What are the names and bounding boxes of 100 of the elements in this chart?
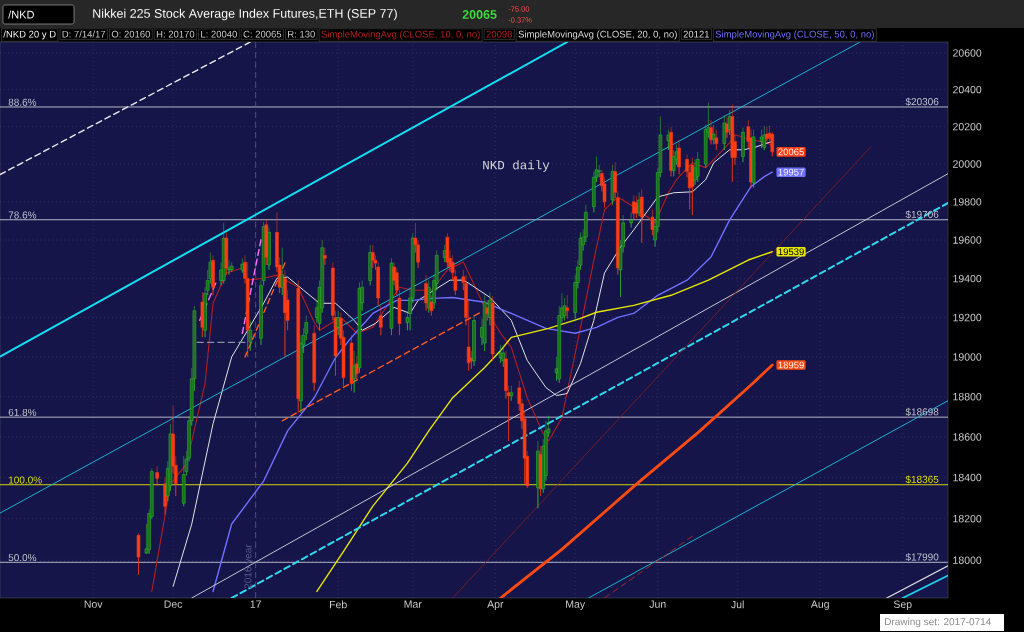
x-tick-label: Jun [649,600,666,608]
candlestick [336,310,340,336]
text: 20098 [486,30,512,38]
candlestick [637,192,641,217]
text: R: 130 [288,30,315,38]
x-tick-label: Sep [893,600,912,611]
chart-title: Nikkei 225 Stock Average Index Futures,ETH (SEP 77) [93,8,397,21]
annotation: 50.0% [8,554,37,562]
x-tick-label: May [566,600,586,610]
annotation: 78.6% [8,211,37,219]
annotation: 88.6% [8,98,37,106]
data-label: 18959 [778,361,804,369]
candlestick [323,247,327,266]
candlestick [741,127,745,163]
candlestick [538,445,543,497]
text: SimpleMovingAvg (CLOSE, 50, 0, no) [715,30,874,40]
x-tick-label: Aug [810,600,829,610]
y-tick-label: 19000 [953,353,982,361]
candlestick [709,119,713,145]
y-tick-label: 19600 [953,236,982,244]
candlestick [677,139,681,175]
candlestick [666,129,671,151]
text: H: 20170 [156,30,195,38]
y-tick-label: 19800 [953,198,982,206]
candlestick [283,269,287,358]
text: C: 20065 [243,30,282,38]
candlestick [629,212,633,228]
y-tick-label: 18000 [953,556,982,564]
candlestick [485,299,490,321]
chart-subtitle: /NKD 20 y D [3,30,56,40]
y-tick-label: 20200 [953,122,982,131]
candlestick [296,280,300,414]
x-tick-label: Nov [84,600,103,608]
candlestick [501,344,506,368]
data-label: 19957 [778,168,804,176]
candlestick [445,233,450,269]
candlestick [429,294,434,316]
candlestick [264,219,269,266]
candlestick [498,344,503,364]
y-tick-label: 20000 [953,160,982,168]
y-tick-label: 19200 [953,313,982,322]
x-tick-label: Mar [404,600,422,608]
ref-line-label: $19706 [905,210,939,219]
text: SimpleMovingAvg (CLOSE, 10, 0, no) [321,30,480,40]
candlestick [352,350,356,393]
candlestick [182,455,186,507]
candlestick [714,129,719,151]
data-label: 19539 [778,248,804,256]
ref-line-label: $18365 [905,475,939,484]
x-tick-label: Apr [487,600,504,610]
y-tick-label: 18200 [953,514,982,523]
candlestick [695,151,700,183]
candlestick [509,385,514,401]
text: /NKD [8,10,34,19]
text: O: 20160 [111,30,151,38]
candlestick [759,129,764,149]
candlestick [610,164,615,205]
candlestick [312,325,316,391]
text: L: 20040 [201,30,237,38]
annotation: 61.8% [8,408,37,416]
text: 20065 [462,10,497,19]
text: 20121 [683,30,710,38]
text: D: 7/14/17 [62,30,106,38]
y-tick-label: 18400 [953,473,982,482]
text: Drawing set: 2017-0714 [885,617,991,628]
candlestick [565,294,569,319]
candlestick [371,244,375,269]
candlestick [357,282,362,374]
candlestick [163,477,167,515]
candlestick [669,126,673,177]
line-series [499,363,774,598]
candlestick [379,305,383,336]
annotation: 100.0% [8,476,42,484]
ref-line-label: $20306 [905,97,939,106]
y-tick-label: 18600 [953,433,982,441]
x-tick-label: 17 [250,600,261,608]
y-tick-label: 18800 [953,393,982,401]
candlestick [155,466,159,487]
annotation: NKD daily [483,160,550,172]
x-tick-label: Feb [330,600,347,609]
ref-line-label: 2016 year [244,544,254,589]
candlestick [200,291,205,338]
ref-line-label: $17990 [905,553,939,562]
candlestick [711,124,716,145]
candlestick [424,274,428,311]
candlestick [368,244,372,286]
candlestick [211,255,215,296]
y-tick-label: 20600 [953,49,982,57]
x-tick-label: Dec [164,600,183,608]
candlestick [472,315,476,367]
candlestick [136,532,141,576]
candlestick [640,189,644,244]
candlestick [762,125,767,151]
y-tick-label: 20400 [953,85,982,94]
x-tick-label: Jul [731,600,744,609]
annotation: 20065 [778,148,804,156]
candlestick [562,297,567,321]
text: SimpleMovingAvg (CLOSE, 20, 0, no) [518,30,677,40]
candlestick [490,295,495,362]
candlestick [240,258,245,274]
